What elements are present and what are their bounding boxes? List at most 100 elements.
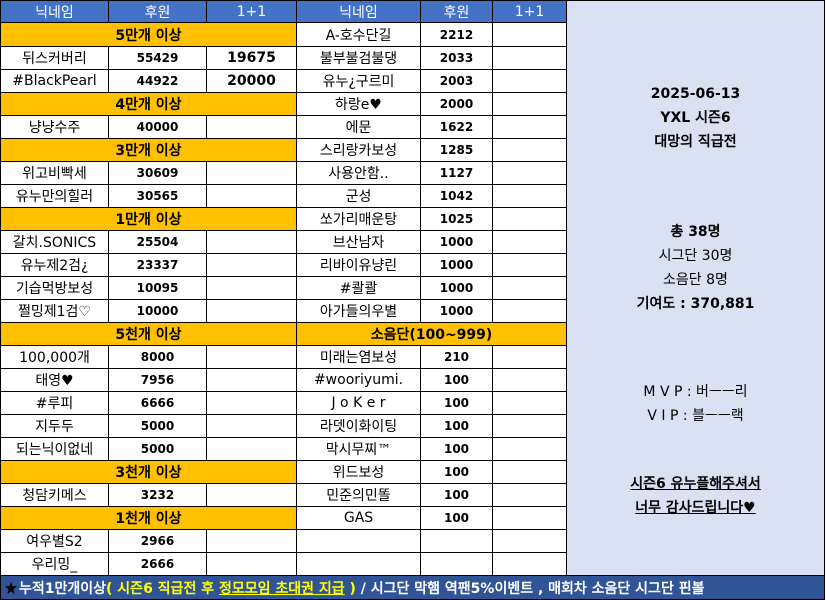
bonus-amount	[492, 483, 567, 507]
bonus-amount	[206, 437, 297, 461]
bonus-amount	[492, 115, 567, 139]
thanks-line-2: 너무 감사드립니다♥	[635, 500, 756, 516]
bonus-amount	[492, 276, 567, 300]
table-row: 갈치.SONICS 25504 브산남자 1000	[0, 230, 825, 254]
donation-amount: 44922	[108, 69, 207, 93]
donation-amount: 1042	[420, 184, 493, 208]
donation-amount: 1622	[420, 115, 493, 139]
bonus-amount	[492, 345, 567, 369]
donation-amount: 100	[420, 414, 493, 438]
table-row: 3천개 이상 위드보성 100	[0, 460, 825, 484]
bonus-amount	[492, 161, 567, 185]
donor-nickname: 유누제2검¿	[0, 253, 109, 277]
header-amount: 후원	[420, 0, 493, 23]
table-row: 4만개 이상 하랑e♥ 2000	[0, 92, 825, 116]
bonus-amount	[206, 184, 297, 208]
empty-cell	[296, 552, 421, 576]
table-row: 유누제2검¿ 23337 리바이유냥린 1000	[0, 253, 825, 277]
table-row: 되는닉이없네 5000 막시무찌™ 100	[0, 437, 825, 461]
footer-part-2: ( 시즌6 직급전 후	[106, 580, 219, 597]
donation-amount: 30565	[108, 184, 207, 208]
footer-part-1: 누적1만개이상	[19, 580, 107, 597]
empty-cell	[492, 529, 567, 553]
table-row: #루피 6666 J o K e r 100	[0, 391, 825, 415]
header-amount: 후원	[108, 0, 207, 23]
bonus-amount	[206, 391, 297, 415]
table-row: 뒤스커버리 55429 19675 불부불검불댕 2033	[0, 46, 825, 70]
donor-nickname: 군성	[296, 184, 421, 208]
table-row: 5만개 이상 A-호수단길 2212	[0, 22, 825, 47]
donor-nickname: #루피	[0, 391, 109, 415]
header-row: 닉네임 후원 1+1 닉네임 후원 1+1 2025-06-13 YXL 시즌6…	[0, 0, 825, 576]
footer-part-5: / 시그단 막햄 역팬5%이벤트 , 매회차 소음단 시그단 핀볼	[355, 580, 705, 597]
donor-nickname: 여우별S2	[0, 529, 109, 553]
donation-amount: 1127	[420, 161, 493, 185]
header-nick: 닉네임	[296, 0, 421, 23]
donor-nickname: #wooriyumi.	[296, 368, 421, 392]
section-header: 5만개 이상	[0, 22, 297, 47]
section-header: 4만개 이상	[0, 92, 297, 116]
donation-amount: 2033	[420, 46, 493, 70]
donation-amount: 55429	[108, 46, 207, 70]
bonus-amount	[492, 184, 567, 208]
table-row: 1천개 이상 GAS 100	[0, 506, 825, 530]
donor-nickname: 민준의민똘	[296, 483, 421, 507]
donor-nickname: 100,000개	[0, 345, 109, 369]
bonus-amount	[206, 552, 297, 576]
donor-nickname: 리바이유냥린	[296, 253, 421, 277]
event-date: 2025-06-13	[650, 86, 741, 102]
donation-amount: 1000	[420, 230, 493, 254]
bonus-amount	[206, 345, 297, 369]
soeum-count: 소음단 8명	[663, 272, 728, 288]
table-row: 냥냥수주 40000 에문 1622	[0, 115, 825, 139]
donation-amount: 100	[420, 483, 493, 507]
donation-amount: 3232	[108, 483, 207, 507]
sigdan-count: 시그단 30명	[658, 248, 733, 264]
donation-amount: 10000	[108, 299, 207, 323]
total-count: 총 38명	[670, 224, 721, 240]
donor-nickname: 뒤스커버리	[0, 46, 109, 70]
bonus-amount	[492, 69, 567, 93]
donor-nickname: A-호수단길	[296, 22, 421, 47]
event-info: 2025-06-13 YXL 시즌6 대망의 직급전	[568, 82, 824, 154]
donor-nickname: 에문	[296, 115, 421, 139]
empty-cell	[492, 552, 567, 576]
table-row: 1만개 이상 쏘가리매운탕 1025	[0, 207, 825, 231]
donation-amount: 100	[420, 368, 493, 392]
donor-nickname: 막시무찌™	[296, 437, 421, 461]
event-title: 대망의 직급전	[654, 134, 737, 150]
donor-nickname: #BlackPearl	[0, 69, 109, 93]
bonus-amount	[206, 276, 297, 300]
donor-nickname: 유누만의힐러	[0, 184, 109, 208]
thanks-line-1: 시즌6 유누플해주셔서	[630, 476, 761, 492]
table-row: 청담키메스 3232 민준의민똘 100	[0, 483, 825, 507]
donor-nickname: 미래는염보성	[296, 345, 421, 369]
donation-amount: 2212	[420, 22, 493, 47]
footer-part-4: )	[344, 580, 356, 597]
table-row: 쩔밍제1검♡ 10000 아가들의우별 1000	[0, 299, 825, 323]
table-row: 우리밍_ 2666	[0, 552, 825, 576]
bonus-amount	[492, 368, 567, 392]
donation-amount: 1000	[420, 299, 493, 323]
donation-amount: 5000	[108, 414, 207, 438]
donation-amount: 2666	[108, 552, 207, 576]
header-nick: 닉네임	[0, 0, 109, 23]
donation-amount: 25504	[108, 230, 207, 254]
star-burst-icon	[5, 581, 17, 594]
header-plus: 1+1	[492, 0, 567, 23]
donor-nickname: GAS	[296, 506, 421, 530]
section-header: 5천개 이상	[0, 322, 297, 346]
donor-nickname: 되는닉이없네	[0, 437, 109, 461]
bonus-amount	[492, 138, 567, 162]
bonus-amount	[492, 506, 567, 530]
footer-row: 누적1만개이상( 시즌6 직급전 후 정모모임 초대권 지급 ) / 시그단 막…	[0, 575, 825, 600]
empty-cell	[296, 529, 421, 553]
bonus-amount	[206, 115, 297, 139]
donor-nickname: 기습먹방보성	[0, 276, 109, 300]
header-plus: 1+1	[206, 0, 297, 23]
donor-nickname: #콸콸	[296, 276, 421, 300]
donor-nickname: 위고비빡세	[0, 161, 109, 185]
donor-nickname: 지두두	[0, 414, 109, 438]
bonus-amount	[206, 483, 297, 507]
contribution-total: 기여도 : 370,881	[636, 296, 755, 312]
